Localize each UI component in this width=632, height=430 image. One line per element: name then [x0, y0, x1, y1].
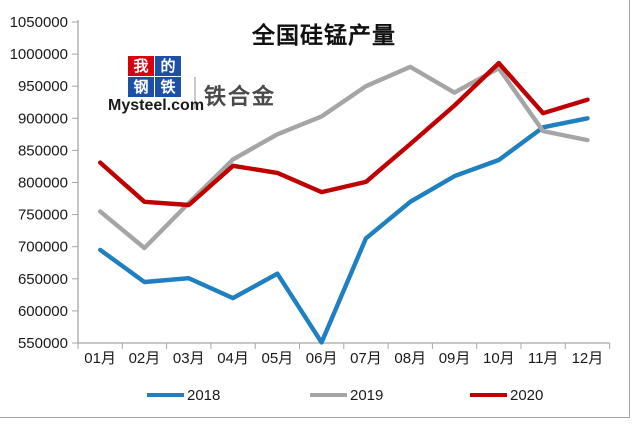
legend-swatch-2018: [147, 393, 184, 397]
x-tick-label: 07月: [350, 350, 382, 367]
legend-item-2019: 2019: [310, 386, 383, 404]
logo-square-de: 的: [155, 56, 181, 76]
x-tick-label: 08月: [394, 350, 426, 367]
chart-frame-right: [629, 0, 630, 418]
x-tick-label: 02月: [129, 350, 161, 367]
chart-frame-bottom: [0, 417, 630, 418]
legend-label-2018: 2018: [187, 386, 221, 404]
mysteel-brand-text: Mysteel.com: [108, 97, 205, 114]
x-tick-label: 01月: [84, 350, 116, 367]
x-tick-label: 03月: [173, 350, 205, 367]
mysteel-logo-mark: 我 的 钢 铁 Mysteel.com: [108, 56, 205, 115]
logo-square-gang: 钢: [128, 77, 154, 97]
series-line-2019: [97, 64, 590, 251]
legend-label-2020: 2020: [510, 386, 544, 404]
series-line-2020: [97, 60, 590, 208]
legend-label-2019: 2019: [350, 386, 384, 404]
legend-item-2020: 2020: [470, 386, 543, 404]
x-tick-label: 04月: [217, 350, 249, 367]
y-tick-label: 650000: [18, 271, 68, 288]
y-tick-label: 750000: [18, 207, 68, 224]
y-tick-label: 850000: [18, 142, 68, 159]
mysteel-logo-grid: 我 的 钢 铁: [128, 56, 181, 97]
mysteel-logo: 我 的 钢 铁 Mysteel.com 铁合金: [108, 56, 276, 115]
legend-swatch-2020: [470, 393, 507, 397]
y-tick-label: 550000: [18, 335, 68, 352]
y-tick-label: 800000: [18, 175, 68, 192]
y-tick-label: 600000: [18, 303, 68, 320]
logo-square-tie: 铁: [155, 77, 181, 97]
x-axis-ticks: 01月 02月 03月 04月 05月 06月 07月 08月 09月 10月 11月 12月: [77, 343, 611, 367]
y-tick-label: 1000000: [10, 46, 68, 63]
y-axis-ticks: 550000 600000 650000 700000 750000 800000 8500…: [10, 14, 78, 352]
y-tick-label: 900000: [18, 110, 68, 127]
y-tick-label: 1050000: [10, 14, 68, 31]
logo-square-wo: 我: [128, 56, 154, 76]
x-tick-label: 11月: [528, 350, 559, 367]
axis-lines: [77, 20, 610, 344]
chart-title: 全国硅锰产量: [252, 22, 396, 48]
x-tick-label: 09月: [439, 350, 471, 367]
legend-item-2018: 2018: [147, 386, 220, 404]
x-tick-label: 12月: [572, 350, 604, 367]
legend-swatch-2019: [310, 393, 347, 397]
logo-suffix-text: 铁合金: [204, 84, 277, 109]
series-line-2018: [97, 116, 590, 345]
x-tick-label: 05月: [262, 350, 294, 367]
logo-divider: [194, 77, 196, 109]
y-tick-label: 950000: [18, 78, 68, 95]
x-tick-label: 06月: [306, 350, 338, 367]
y-tick-label: 700000: [18, 239, 68, 256]
x-tick-label: 10月: [483, 350, 515, 367]
